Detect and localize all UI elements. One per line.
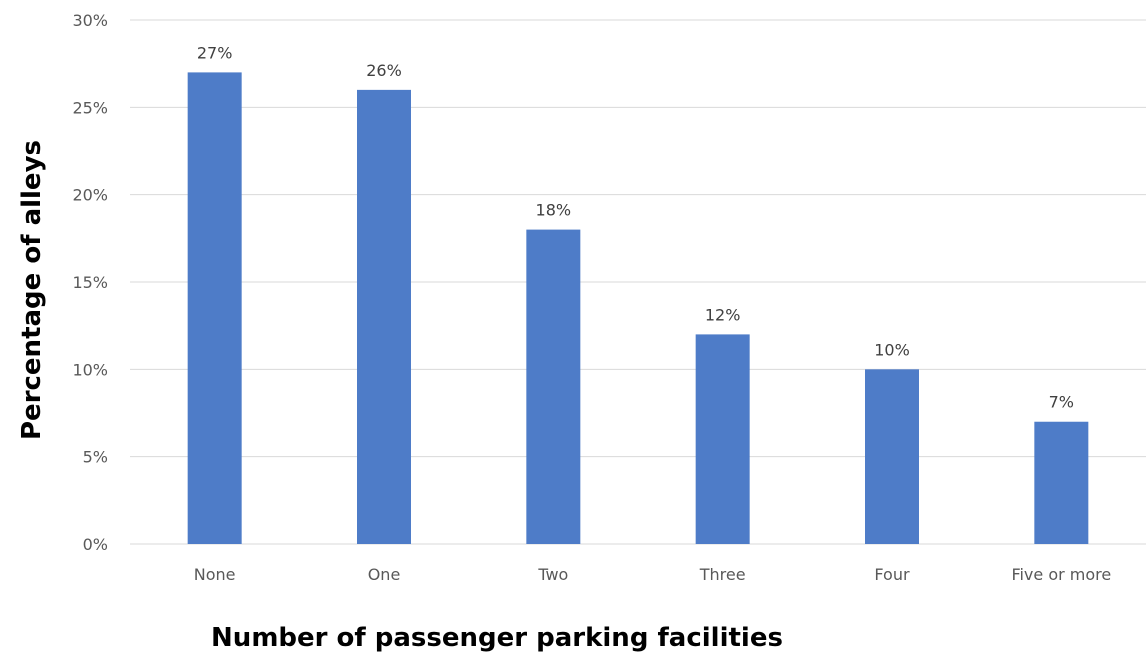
- bar: [526, 229, 581, 544]
- x-tick-label: None: [194, 565, 236, 584]
- bar: [357, 89, 411, 544]
- x-tick-label: Four: [874, 565, 910, 584]
- bar: [865, 369, 919, 544]
- x-tick-label: One: [368, 565, 401, 584]
- y-tick-label: 20%: [72, 186, 108, 205]
- bars: [187, 72, 1089, 545]
- data-label: 12%: [705, 305, 741, 324]
- x-tick-label: Five or more: [1011, 565, 1111, 584]
- y-axis-ticks: 0% 5% 10% 15% 20% 25% 30%: [72, 11, 108, 554]
- x-axis-ticks: None One Two Three Four Five or more: [194, 565, 1111, 584]
- bar: [695, 334, 750, 544]
- x-tick-label: Two: [537, 565, 568, 584]
- bar: [1034, 421, 1089, 544]
- x-axis-title: Number of passenger parking facilities: [211, 623, 783, 653]
- y-tick-label: 25%: [72, 98, 108, 117]
- gridlines: [130, 19, 1146, 545]
- x-tick-label: Three: [699, 565, 746, 584]
- data-label: 27%: [197, 43, 233, 62]
- y-tick-label: 10%: [72, 360, 108, 379]
- y-tick-label: 15%: [72, 273, 108, 292]
- data-label: 18%: [536, 201, 572, 220]
- data-label: 7%: [1049, 393, 1074, 412]
- data-label: 26%: [366, 61, 402, 80]
- y-tick-label: 5%: [83, 448, 108, 467]
- data-labels: 27% 26% 18% 12% 10% 7%: [197, 43, 1074, 411]
- y-axis-title: Percentage of alleys: [17, 140, 47, 440]
- y-tick-label: 0%: [83, 535, 108, 554]
- bar: [187, 72, 242, 545]
- data-label: 10%: [874, 340, 910, 359]
- y-tick-label: 30%: [72, 11, 108, 30]
